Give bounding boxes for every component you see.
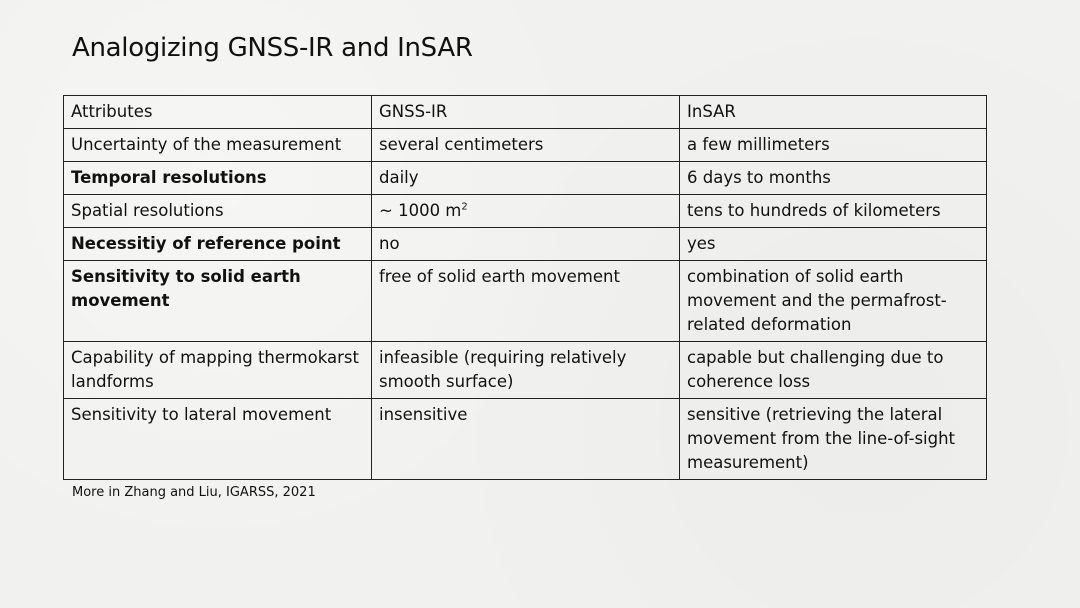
- row-attribute-cell: Temporal resolutions: [63, 161, 372, 195]
- comparison-table: Attributes GNSS-IR InSAR Uncertainty of …: [63, 95, 987, 480]
- row-gnss-text: ~ 1000 m: [379, 201, 462, 220]
- row-insar-cell: capable but challenging due to coherence…: [679, 341, 987, 399]
- row-gnss-cell: insensitive: [371, 398, 680, 480]
- row-attribute-cell: Necessitiy of reference point: [63, 227, 372, 261]
- row-gnss-cell: ~ 1000 m2: [371, 194, 680, 228]
- table-header-row: Attributes GNSS-IR InSAR: [63, 95, 987, 129]
- row-attribute-cell: Uncertainty of the measurement: [63, 128, 372, 162]
- row-insar-cell: combination of solid earth movement and …: [679, 260, 987, 342]
- header-cell-gnss: GNSS-IR: [371, 95, 680, 129]
- header-cell-attribute: Attributes: [63, 95, 372, 129]
- row-gnss-cell: no: [371, 227, 680, 261]
- table-row: Capability of mapping thermokarst landfo…: [63, 341, 987, 399]
- table-row: Necessitiy of reference point no yes: [63, 227, 987, 261]
- table-row: Spatial resolutions ~ 1000 m2 tens to hu…: [63, 194, 987, 228]
- row-insar-cell: yes: [679, 227, 987, 261]
- header-cell-insar: InSAR: [679, 95, 987, 129]
- row-insar-cell: sensitive (retrieving the lateral moveme…: [679, 398, 987, 480]
- citation-footnote: More in Zhang and Liu, IGARSS, 2021: [72, 485, 316, 500]
- row-insar-cell: 6 days to months: [679, 161, 987, 195]
- row-gnss-cell: daily: [371, 161, 680, 195]
- row-attribute-cell: Sensitivity to solid earth movement: [63, 260, 372, 342]
- row-gnss-cell: free of solid earth movement: [371, 260, 680, 342]
- slide-title: Analogizing GNSS-IR and InSAR: [72, 33, 473, 63]
- row-insar-cell: a few millimeters: [679, 128, 987, 162]
- table-row: Temporal resolutions daily 6 days to mon…: [63, 161, 987, 195]
- row-gnss-cell: several centimeters: [371, 128, 680, 162]
- row-attribute-cell: Spatial resolutions: [63, 194, 372, 228]
- table-row: Sensitivity to lateral movement insensit…: [63, 398, 987, 480]
- row-insar-cell: tens to hundreds of kilometers: [679, 194, 987, 228]
- superscript-exponent: 2: [461, 201, 468, 213]
- row-gnss-cell: infeasible (requiring relatively smooth …: [371, 341, 680, 399]
- row-attribute-cell: Sensitivity to lateral movement: [63, 398, 372, 480]
- table-row: Uncertainty of the measurement several c…: [63, 128, 987, 162]
- table-row: Sensitivity to solid earth movement free…: [63, 260, 987, 342]
- row-attribute-cell: Capability of mapping thermokarst landfo…: [63, 341, 372, 399]
